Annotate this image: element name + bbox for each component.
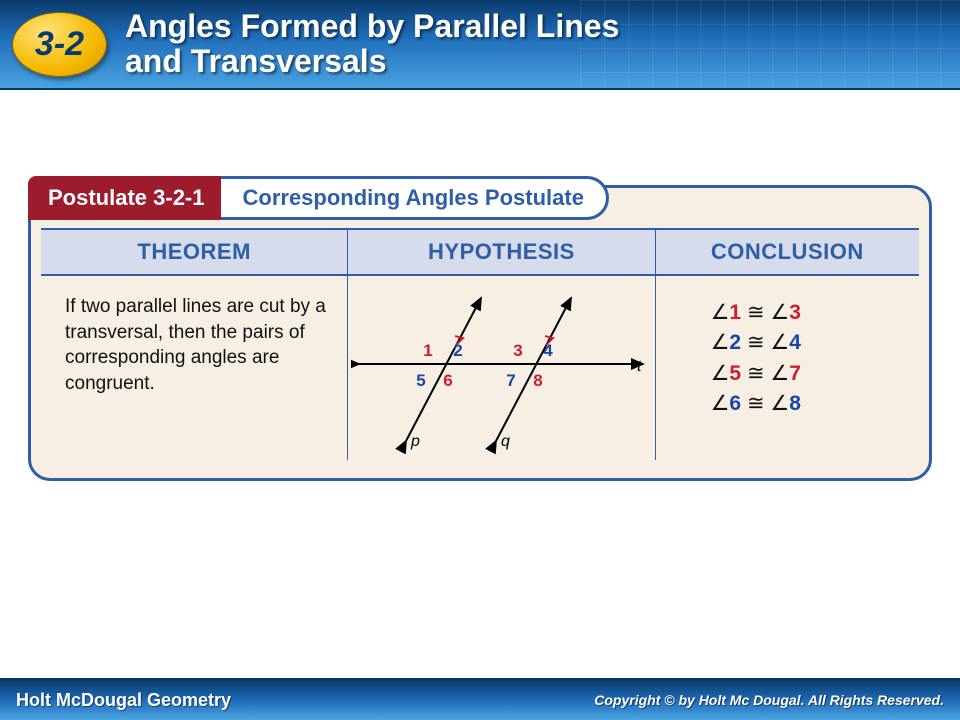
parallel-lines-diagram: t p q 1 2 56 3 4 78 (351, 286, 651, 456)
lesson-title: Angles Formed by Parallel Lines and Tran… (125, 9, 619, 79)
postulate-panel: Postulate 3-2-1 Corresponding Angles Pos… (28, 185, 932, 481)
svg-text:6: 6 (444, 371, 453, 390)
svg-text:2: 2 (454, 341, 463, 360)
footer-bar: Holt McDougal Geometry Copyright © by Ho… (0, 678, 960, 720)
lesson-header: 3-2 Angles Formed by Parallel Lines and … (0, 0, 960, 90)
postulate-tab: Postulate 3-2-1 Corresponding Angles Pos… (28, 176, 609, 220)
col-theorem: THEOREM (41, 230, 348, 276)
lesson-number-badge: 3-2 (12, 12, 107, 77)
svg-text:5: 5 (417, 371, 426, 390)
svg-text:p: p (410, 433, 420, 450)
hypothesis-diagram: t p q 1 2 56 3 4 78 (348, 276, 655, 460)
col-conclusion: CONCLUSION (656, 230, 919, 276)
congruence-row: ∠5 ≅ ∠7 (711, 359, 901, 389)
footer-right: Copyright © by Holt Mc Dougal. All Right… (594, 692, 944, 708)
congruence-row: ∠2 ≅ ∠4 (711, 328, 901, 358)
theorem-text: If two parallel lines are cut by a trans… (41, 276, 348, 460)
svg-text:8: 8 (534, 371, 543, 390)
footer-left: Holt McDougal Geometry (16, 690, 231, 711)
svg-text:q: q (501, 433, 510, 450)
svg-text:t: t (637, 358, 642, 375)
lesson-title-line2: and Transversals (125, 43, 386, 79)
lesson-number: 3-2 (35, 25, 84, 64)
col-hypothesis: HYPOTHESIS (348, 230, 655, 276)
svg-text:7: 7 (507, 371, 516, 390)
svg-text:1: 1 (424, 341, 433, 360)
postulate-title: Corresponding Angles Postulate (221, 176, 609, 220)
conclusion-list: ∠1 ≅ ∠3∠2 ≅ ∠4∠5 ≅ ∠7∠6 ≅ ∠8 (656, 276, 919, 460)
lesson-title-line1: Angles Formed by Parallel Lines (125, 8, 619, 44)
congruence-row: ∠1 ≅ ∠3 (711, 298, 901, 328)
content-area: Postulate 3-2-1 Corresponding Angles Pos… (0, 90, 960, 481)
congruence-row: ∠6 ≅ ∠8 (711, 389, 901, 419)
svg-text:4: 4 (544, 341, 554, 360)
postulate-number: Postulate 3-2-1 (28, 176, 223, 220)
svg-text:3: 3 (514, 341, 523, 360)
theorem-table: THEOREM HYPOTHESIS CONCLUSION If two par… (41, 228, 919, 460)
